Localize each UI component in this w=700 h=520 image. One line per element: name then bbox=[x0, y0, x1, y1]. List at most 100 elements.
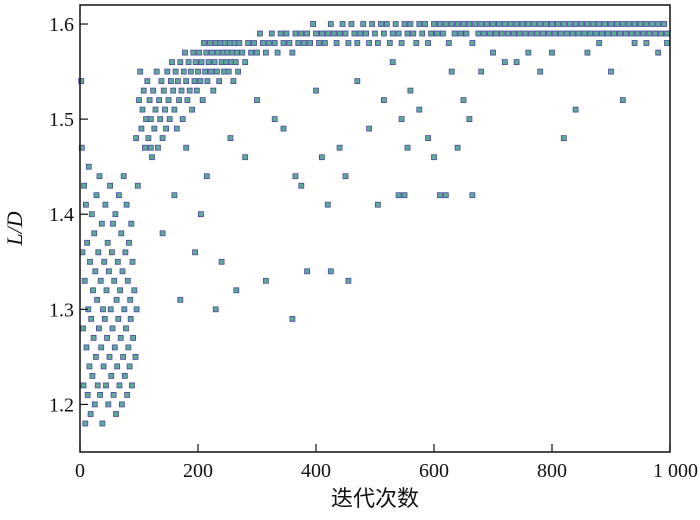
data-point bbox=[596, 21, 603, 27]
data-point bbox=[271, 116, 278, 122]
data-point bbox=[182, 49, 188, 56]
data-point bbox=[363, 30, 370, 37]
data-point bbox=[128, 382, 135, 389]
data-point bbox=[125, 344, 132, 351]
data-point bbox=[236, 40, 243, 46]
data-point bbox=[625, 21, 632, 27]
data-point bbox=[120, 173, 127, 180]
data-point bbox=[289, 49, 296, 56]
data-point bbox=[492, 30, 499, 37]
data-point bbox=[150, 87, 157, 94]
data-point bbox=[380, 30, 387, 37]
data-point bbox=[227, 135, 234, 142]
data-point bbox=[457, 30, 464, 37]
y-tick-label: 1.3 bbox=[49, 299, 74, 321]
data-point bbox=[100, 306, 106, 313]
data-point bbox=[93, 192, 100, 199]
data-point bbox=[389, 59, 396, 65]
data-point bbox=[392, 21, 399, 27]
data-point bbox=[605, 30, 611, 37]
data-point bbox=[189, 106, 196, 113]
data-point bbox=[84, 391, 91, 398]
data-point bbox=[466, 21, 473, 27]
data-point bbox=[448, 21, 455, 27]
data-point bbox=[89, 372, 96, 379]
data-point bbox=[619, 97, 626, 103]
data-point bbox=[313, 30, 319, 37]
data-point bbox=[173, 125, 180, 132]
data-point bbox=[96, 173, 103, 180]
data-point bbox=[183, 78, 190, 84]
data-point bbox=[114, 363, 121, 370]
data-point bbox=[516, 30, 523, 37]
data-point bbox=[425, 135, 432, 142]
data-point bbox=[187, 68, 194, 75]
data-point bbox=[151, 125, 158, 132]
data-point bbox=[504, 30, 511, 37]
x-tick-label: 600 bbox=[419, 460, 449, 482]
data-point bbox=[107, 182, 113, 189]
data-point bbox=[228, 59, 234, 65]
data-point bbox=[123, 201, 130, 208]
data-point bbox=[454, 144, 461, 151]
data-point bbox=[190, 49, 197, 56]
data-point bbox=[216, 78, 223, 84]
data-point bbox=[86, 363, 93, 370]
data-point bbox=[581, 30, 588, 37]
x-tick-label: 200 bbox=[183, 460, 213, 482]
data-point bbox=[304, 268, 311, 275]
data-point bbox=[192, 59, 199, 65]
data-point bbox=[81, 182, 87, 189]
data-point bbox=[112, 211, 119, 218]
data-point bbox=[537, 68, 544, 75]
data-point bbox=[232, 59, 239, 65]
data-point bbox=[549, 21, 555, 27]
data-point bbox=[643, 21, 650, 27]
data-point bbox=[351, 30, 358, 37]
data-point bbox=[472, 21, 479, 27]
data-point bbox=[163, 125, 170, 132]
data-point bbox=[90, 287, 96, 294]
data-point bbox=[572, 106, 579, 113]
data-point bbox=[172, 68, 179, 75]
data-point bbox=[200, 40, 207, 46]
data-point bbox=[231, 40, 238, 46]
data-point bbox=[226, 40, 233, 46]
data-point bbox=[466, 116, 473, 122]
data-point bbox=[239, 49, 246, 56]
data-point bbox=[336, 144, 343, 151]
data-point bbox=[117, 334, 124, 341]
data-point bbox=[637, 21, 644, 27]
data-point bbox=[97, 277, 104, 284]
x-axis-title: 迭代次数 bbox=[331, 487, 419, 512]
data-point bbox=[490, 21, 496, 27]
data-point bbox=[318, 154, 325, 161]
data-point bbox=[186, 87, 193, 94]
data-point bbox=[608, 21, 614, 27]
data-point bbox=[407, 87, 414, 94]
data-point bbox=[98, 344, 105, 351]
data-point bbox=[342, 30, 349, 37]
data-point bbox=[324, 30, 331, 37]
data-point bbox=[106, 353, 113, 360]
data-point bbox=[85, 163, 92, 170]
data-point bbox=[614, 21, 620, 27]
data-point bbox=[100, 363, 107, 370]
data-point bbox=[510, 30, 517, 37]
data-point bbox=[118, 230, 125, 237]
data-point bbox=[501, 59, 508, 65]
data-point bbox=[159, 230, 166, 237]
y-tick-label: 1.6 bbox=[49, 14, 74, 36]
data-point bbox=[342, 173, 349, 180]
data-point bbox=[410, 30, 417, 37]
data-point bbox=[131, 287, 138, 294]
y-tick-label: 1.4 bbox=[49, 204, 74, 226]
data-point bbox=[120, 353, 126, 360]
data-point bbox=[109, 325, 116, 332]
data-point bbox=[374, 201, 381, 208]
data-point bbox=[490, 49, 496, 56]
data-point bbox=[569, 30, 576, 37]
data-point bbox=[159, 135, 166, 142]
data-point bbox=[401, 192, 408, 199]
data-point bbox=[146, 97, 153, 103]
